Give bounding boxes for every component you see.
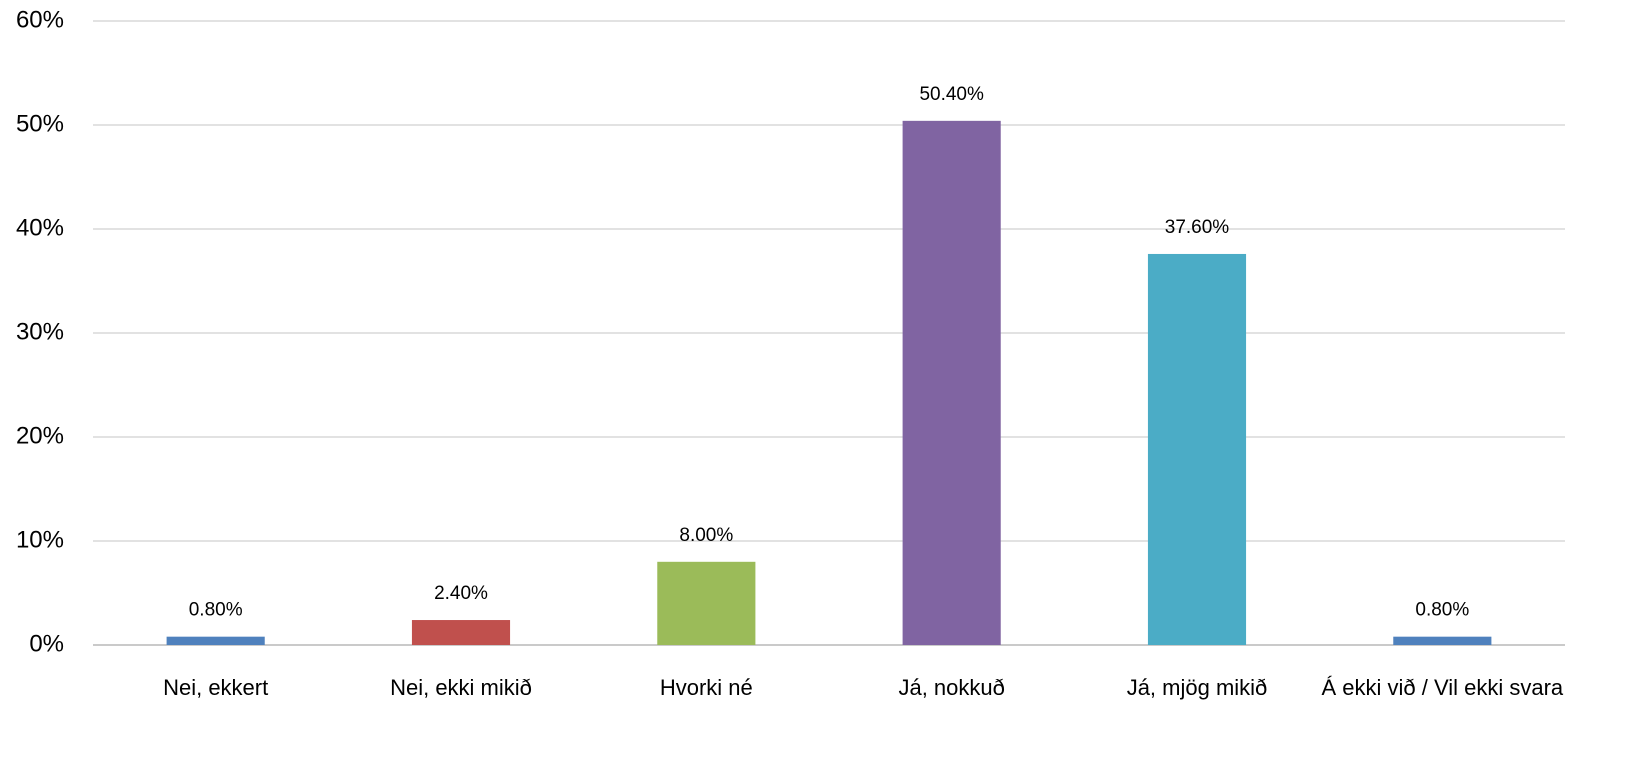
y-tick-label: 50%	[16, 110, 64, 137]
x-tick-label: Nei, ekkert	[163, 675, 269, 700]
bar	[902, 120, 1001, 646]
bar	[1393, 636, 1492, 645]
data-label: 8.00%	[679, 525, 733, 546]
x-tick-label: Já, mjög mikið	[1126, 675, 1268, 700]
bar	[166, 636, 265, 645]
data-label: 37.60%	[1165, 217, 1230, 238]
x-tick-label: Á ekki við / Vil ekki svara	[1321, 675, 1564, 700]
y-tick-label: 40%	[16, 214, 64, 241]
y-tick-label: 30%	[16, 318, 64, 345]
bar	[657, 561, 756, 645]
y-tick-label: 20%	[16, 422, 64, 449]
y-tick-label: 0%	[29, 630, 64, 657]
data-label: 50.40%	[919, 84, 984, 105]
y-tick-label: 10%	[16, 526, 64, 553]
x-tick-label: Hvorki né	[659, 675, 753, 700]
data-label: 2.40%	[434, 583, 488, 604]
bar	[1147, 253, 1247, 645]
y-tick-label: 60%	[16, 6, 64, 33]
x-tick-label: Já, nokkuð	[898, 675, 1005, 700]
x-tick-label: Nei, ekki mikið	[390, 675, 532, 700]
data-label: 0.80%	[1415, 600, 1469, 621]
bar	[411, 620, 511, 645]
data-label: 0.80%	[189, 600, 243, 621]
